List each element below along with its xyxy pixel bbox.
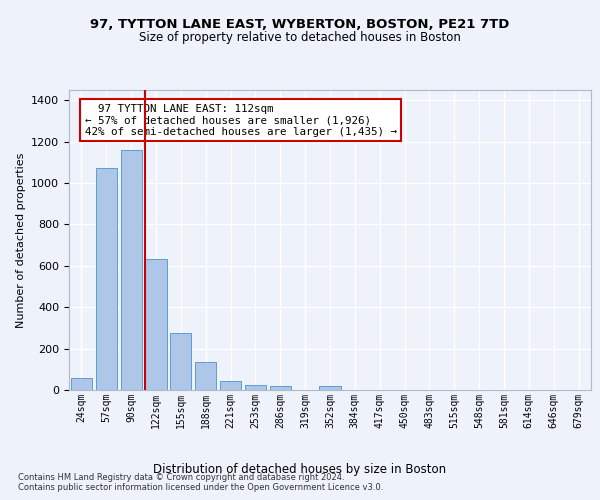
Text: Contains HM Land Registry data © Crown copyright and database right 2024.: Contains HM Land Registry data © Crown c… <box>18 472 344 482</box>
Bar <box>71 378 92 390</box>
Bar <box>96 168 117 390</box>
Bar <box>121 150 142 390</box>
Text: Size of property relative to detached houses in Boston: Size of property relative to detached ho… <box>139 31 461 44</box>
Bar <box>270 386 291 390</box>
Text: 97, TYTTON LANE EAST, WYBERTON, BOSTON, PE21 7TD: 97, TYTTON LANE EAST, WYBERTON, BOSTON, … <box>91 18 509 30</box>
Bar <box>245 386 266 390</box>
Bar <box>170 333 191 390</box>
Bar <box>220 382 241 390</box>
Bar <box>145 258 167 390</box>
Text: Distribution of detached houses by size in Boston: Distribution of detached houses by size … <box>154 462 446 475</box>
Bar <box>319 386 341 390</box>
Text: Contains public sector information licensed under the Open Government Licence v3: Contains public sector information licen… <box>18 484 383 492</box>
Text: 97 TYTTON LANE EAST: 112sqm
← 57% of detached houses are smaller (1,926)
42% of : 97 TYTTON LANE EAST: 112sqm ← 57% of det… <box>85 104 397 136</box>
Y-axis label: Number of detached properties: Number of detached properties <box>16 152 26 328</box>
Bar <box>195 362 216 390</box>
